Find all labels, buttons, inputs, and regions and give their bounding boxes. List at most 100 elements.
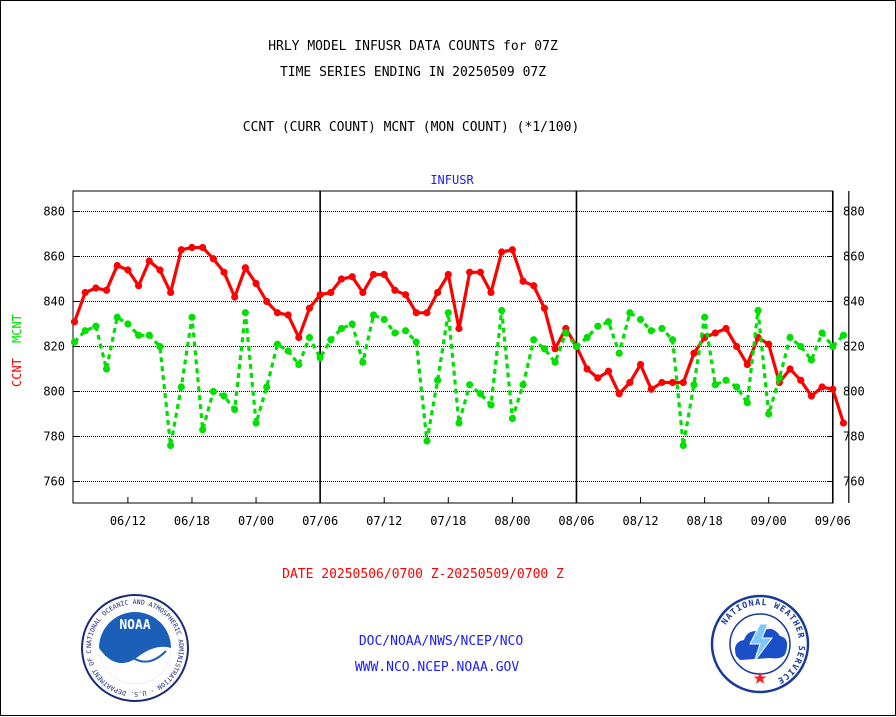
data-point-ccnt	[156, 266, 164, 274]
noaa-logo-text: NOAA	[119, 618, 150, 633]
data-point-mcnt	[658, 324, 666, 333]
data-point-ccnt	[466, 268, 474, 276]
data-point-mcnt	[444, 309, 452, 317]
data-point-ccnt	[829, 385, 837, 393]
y-tick-label-left: 780	[43, 430, 65, 444]
chart-title-line2: TIME SERIES ENDING IN 20250509 07Z	[279, 65, 547, 80]
data-point-mcnt	[70, 338, 79, 346]
data-point-mcnt	[369, 311, 378, 319]
data-point-mcnt	[668, 336, 677, 344]
data-point-ccnt	[786, 365, 794, 373]
data-point-ccnt	[423, 309, 431, 317]
data-point-ccnt	[583, 365, 591, 373]
y-tick-label-left: 860	[43, 250, 65, 264]
data-point-ccnt	[113, 261, 121, 270]
data-point-ccnt	[348, 273, 356, 281]
chart-subtitle: CCNT (CURR COUNT) MCNT (MON COUNT) (*1/1…	[242, 120, 580, 135]
data-point-mcnt	[466, 381, 474, 389]
data-point-mcnt	[519, 381, 527, 389]
data-point-mcnt	[679, 441, 687, 450]
data-point-mcnt	[733, 383, 741, 391]
x-tick-label: 06/12	[110, 514, 146, 528]
x-tick-label: 06/18	[174, 514, 210, 528]
y-tick-label-right: 820	[843, 340, 865, 354]
data-point-mcnt	[498, 306, 506, 315]
data-point-ccnt	[668, 378, 677, 387]
data-point-ccnt	[455, 324, 463, 333]
data-point-ccnt	[81, 288, 89, 297]
data-point-ccnt	[391, 286, 399, 294]
y-tick-label-right: 800	[843, 385, 865, 399]
data-point-ccnt	[70, 318, 79, 326]
data-point-ccnt	[134, 282, 143, 290]
y-tick-label-right: 840	[843, 295, 865, 309]
data-point-ccnt	[369, 270, 378, 279]
data-point-mcnt	[412, 338, 420, 346]
data-point-mcnt	[295, 360, 303, 369]
data-point-mcnt	[124, 320, 132, 328]
data-point-ccnt	[444, 270, 452, 279]
y-tick-label-right: 860	[843, 250, 865, 264]
data-point-mcnt	[359, 358, 367, 366]
data-point-mcnt	[487, 401, 495, 409]
data-point-mcnt	[156, 342, 164, 351]
data-point-mcnt	[540, 345, 549, 353]
data-point-ccnt	[145, 257, 153, 265]
data-point-ccnt	[434, 288, 442, 297]
data-point-ccnt	[519, 277, 527, 285]
y-tick-label-left: 880	[43, 205, 65, 219]
x-tick-label: 07/18	[430, 514, 466, 528]
data-point-ccnt	[498, 248, 506, 256]
data-point-mcnt	[199, 426, 207, 434]
data-point-mcnt	[615, 349, 623, 357]
data-point-mcnt	[647, 327, 655, 335]
chart-title-line1: HRLY MODEL INFUSR DATA COUNTS for 07Z	[268, 39, 558, 54]
x-tick-label: 08/00	[494, 514, 530, 528]
data-point-mcnt	[743, 399, 751, 407]
data-point-mcnt	[327, 336, 335, 344]
data-point-ccnt	[647, 385, 655, 393]
data-point-mcnt	[241, 309, 249, 317]
noaa-logo: NATIONAL OCEANIC AND ATMOSPHERIC ADMINIS…	[80, 593, 189, 702]
data-point-ccnt	[604, 367, 613, 375]
data-point-mcnt	[807, 356, 816, 364]
data-point-mcnt	[604, 318, 613, 326]
data-point-mcnt	[797, 342, 805, 351]
data-point-mcnt	[81, 327, 89, 335]
data-point-mcnt	[636, 315, 645, 324]
data-point-mcnt	[775, 374, 783, 382]
data-point-ccnt	[327, 288, 335, 297]
data-point-mcnt	[113, 313, 121, 321]
y-tick-label-right: 880	[843, 205, 865, 219]
y-tick-label-left: 800	[43, 385, 65, 399]
y-tick-label-left: 840	[43, 295, 65, 309]
y-label-ccnt: CCNT	[10, 358, 24, 387]
data-point-mcnt	[391, 329, 399, 337]
data-point-ccnt	[487, 288, 495, 297]
data-point-ccnt	[188, 243, 196, 252]
doc-link[interactable]: DOC/NOAA/NWS/NCEP/NCO	[358, 634, 524, 649]
data-point-mcnt	[401, 327, 410, 335]
data-point-ccnt	[337, 275, 346, 283]
data-point-ccnt	[711, 329, 719, 337]
x-tick-label: 09/00	[751, 514, 787, 528]
data-point-ccnt	[626, 378, 634, 387]
data-point-mcnt	[434, 376, 442, 384]
data-point-ccnt	[722, 324, 730, 333]
website-link[interactable]: WWW.NCO.NCEP.NOAA.GOV	[354, 660, 520, 675]
data-point-mcnt	[690, 381, 698, 389]
data-point-mcnt	[177, 383, 185, 391]
data-point-mcnt	[337, 324, 346, 333]
x-tick-label: 09/06	[815, 514, 851, 528]
data-point-ccnt	[305, 304, 314, 312]
data-point-mcnt	[455, 419, 463, 427]
data-point-mcnt	[263, 383, 271, 391]
data-point-ccnt	[401, 291, 410, 299]
data-point-mcnt	[305, 333, 314, 342]
data-point-ccnt	[743, 360, 751, 369]
data-point-ccnt	[807, 392, 816, 400]
data-point-ccnt	[273, 309, 282, 317]
data-point-ccnt	[797, 376, 805, 384]
data-point-ccnt	[530, 282, 538, 290]
